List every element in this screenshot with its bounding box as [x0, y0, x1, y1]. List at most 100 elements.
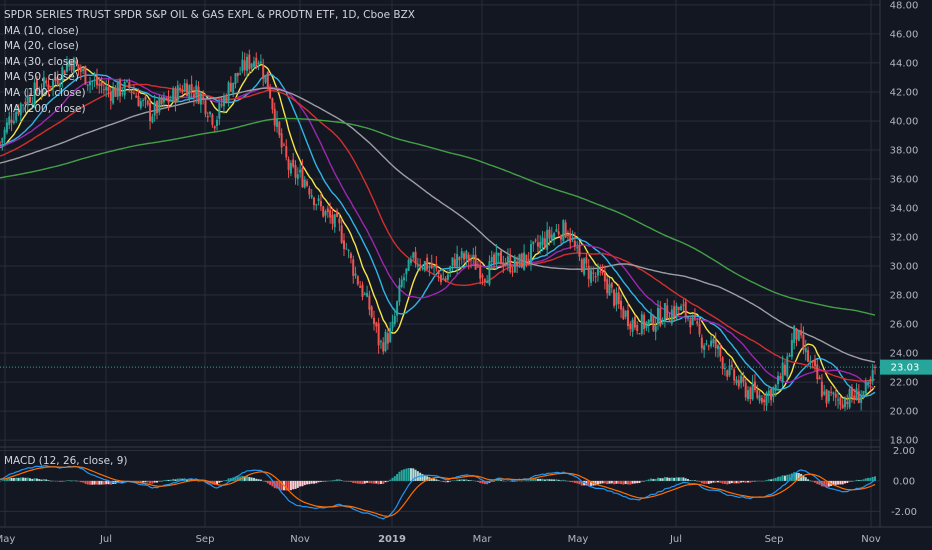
candle-body	[777, 375, 780, 385]
candle-body	[850, 387, 853, 398]
macd-bar	[26, 477, 29, 481]
candle-body	[656, 307, 659, 325]
macd-legend[interactable]: MACD (12, 26, close, 9)	[4, 455, 128, 467]
macd-bar	[594, 480, 597, 486]
legend-ma-50[interactable]: MA (50, close)	[4, 71, 79, 84]
macd-bar	[423, 474, 426, 481]
candle-body	[299, 169, 302, 173]
macd-bar	[823, 480, 826, 487]
macd-bar	[571, 480, 574, 483]
candle-body	[486, 281, 489, 283]
macd-bar	[638, 480, 641, 483]
candle-body	[435, 264, 438, 269]
candle-body	[532, 241, 535, 245]
macd-bar	[142, 480, 145, 483]
candle-body	[340, 225, 343, 243]
price-tick-label: 22.00	[890, 378, 919, 389]
macd-bar	[670, 477, 673, 481]
macd-bar	[472, 480, 475, 481]
macd-bar	[8, 477, 11, 481]
candle-body	[338, 218, 341, 224]
macd-bar	[77, 480, 80, 482]
legend-ma-20[interactable]: MA (20, close)	[4, 40, 79, 53]
macd-bar	[624, 480, 627, 485]
candle-body	[317, 198, 320, 202]
legend-ma-100[interactable]: MA (100, close)	[4, 86, 86, 99]
macd-bar	[308, 480, 311, 485]
macd-bar	[772, 478, 775, 481]
price-tick-label: 20.00	[890, 407, 919, 418]
legend-title: SPDR SERIES TRUST SPDR S&P OIL & GAS EXP…	[4, 9, 415, 21]
macd-bar	[506, 480, 509, 482]
candle-body	[456, 253, 459, 267]
candle-body	[165, 97, 168, 100]
macd-bar	[832, 480, 835, 486]
candle-body	[255, 57, 258, 68]
candle-body	[633, 316, 636, 328]
macd-bar	[622, 480, 625, 485]
macd-bar	[375, 480, 378, 484]
candle-body	[421, 267, 424, 269]
candle-body	[458, 257, 461, 261]
macd-bar	[550, 479, 553, 481]
macd-bar	[287, 480, 290, 491]
candle-body	[548, 229, 551, 239]
candle-body	[70, 62, 73, 71]
legend-ma-200[interactable]: MA (200, close)	[4, 102, 86, 115]
candle-body	[481, 275, 484, 278]
candle-body	[643, 314, 646, 330]
macd-bar	[356, 480, 359, 484]
candle-body	[553, 233, 556, 239]
candle-body	[583, 258, 586, 275]
candle-body	[811, 361, 814, 363]
macd-bar	[807, 479, 810, 481]
candle-body	[42, 77, 45, 89]
macd-bar	[119, 480, 122, 483]
candle-body	[442, 278, 445, 280]
macd-bar	[516, 480, 519, 482]
candle-body	[222, 96, 225, 107]
candle-body	[580, 259, 583, 272]
legend-ma-10[interactable]: MA (10, close)	[4, 24, 79, 37]
candle-body	[659, 308, 662, 326]
legend-ma-30[interactable]: MA (30, close)	[4, 55, 79, 68]
candle-body	[119, 79, 122, 97]
price-tick-label: 36.00	[890, 174, 919, 185]
macd-bar	[199, 480, 202, 482]
candle-body	[181, 90, 184, 93]
macd-bar	[391, 477, 394, 481]
macd-bar	[158, 480, 161, 482]
macd-bar	[504, 480, 507, 482]
candle-body	[610, 282, 613, 288]
macd-bar	[409, 468, 412, 481]
macd-bar	[726, 480, 729, 485]
candle-body	[22, 104, 25, 106]
macd-bar	[105, 480, 108, 485]
candle-body	[423, 261, 426, 271]
candle-body	[121, 93, 124, 95]
candle-body	[130, 91, 133, 94]
time-tick-label: Jul	[99, 534, 112, 545]
macd-bar	[310, 480, 313, 484]
candle-body	[670, 309, 673, 324]
macd-bar	[631, 480, 634, 484]
candle-body	[377, 323, 380, 346]
macd-bar	[490, 480, 493, 482]
candle-body	[816, 364, 819, 380]
macd-bar	[573, 480, 576, 483]
candle-body	[571, 238, 574, 240]
candle-body	[319, 200, 322, 207]
macd-bar	[786, 474, 789, 481]
candle-body	[105, 86, 108, 91]
candle-body	[289, 163, 292, 174]
candle-body	[539, 241, 542, 249]
macd-bar	[407, 468, 410, 481]
candle-body	[345, 248, 348, 250]
candle-body	[301, 167, 304, 188]
macd-bar	[299, 480, 302, 487]
macd-bar	[439, 480, 442, 482]
candle-body	[825, 389, 828, 404]
macd-bar	[839, 480, 842, 485]
candle-body	[834, 393, 837, 398]
macd-bar	[354, 480, 357, 484]
